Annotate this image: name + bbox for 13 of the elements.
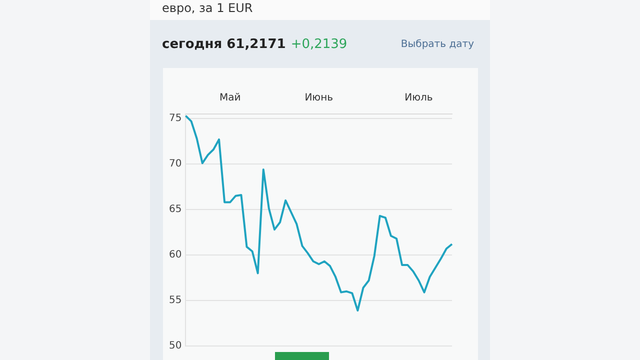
text: Выбрать дату [400, 39, 474, 50]
x-tick-label: Июль [404, 92, 433, 104]
chart-subtitle: евро, за 1 EUR [162, 1, 253, 15]
y-tick-label: 70 [168, 158, 182, 170]
y-tick-label: 75 [168, 113, 182, 124]
y-tick-label: 65 [168, 204, 182, 216]
text: +0,2139 [290, 37, 348, 52]
x-tick-label: Июнь [304, 92, 334, 104]
y-tick-label: 55 [168, 295, 182, 306]
chart-title: сегодня 61,2171 [162, 37, 286, 52]
x-tick-label: Май [219, 92, 241, 104]
y-tick-label: 50 [168, 340, 182, 352]
y-tick-label: 60 [168, 250, 182, 261]
